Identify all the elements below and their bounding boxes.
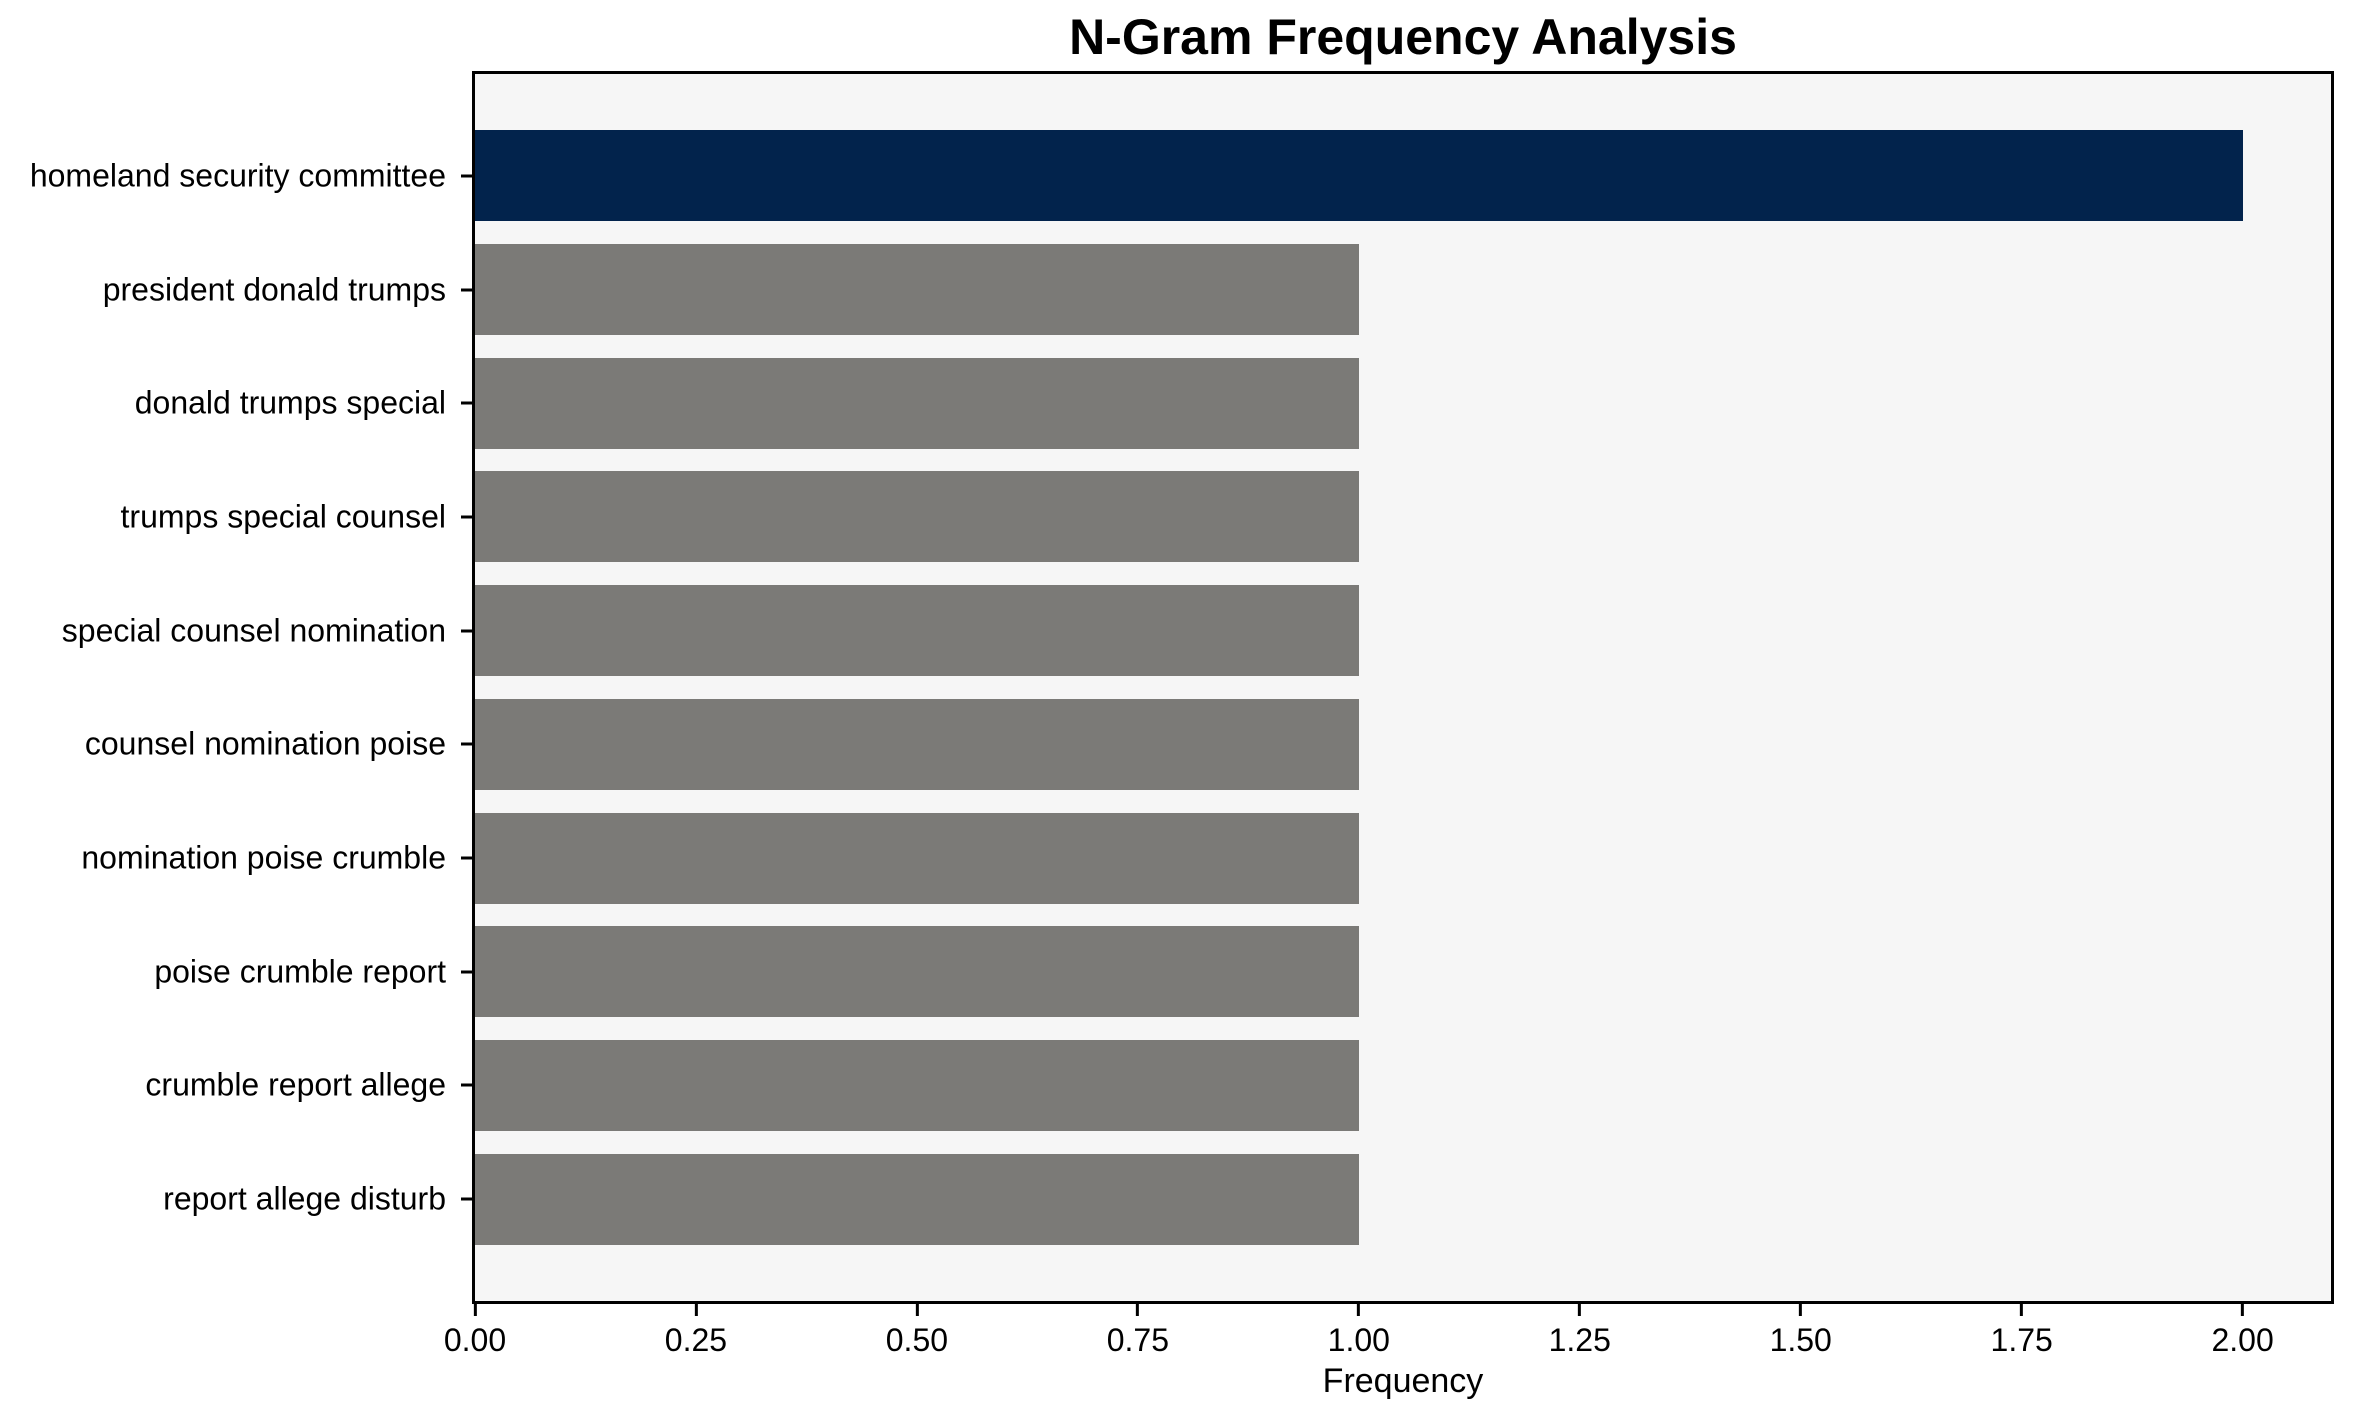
y-tick-mark <box>461 1197 472 1201</box>
y-tick-mark <box>461 970 472 974</box>
x-tick: 1.50 <box>1770 1304 1832 1359</box>
bar-nomination-poise-crumble <box>475 812 1359 904</box>
x-tick: 0.25 <box>665 1304 727 1359</box>
bar-crumble-report-allege <box>475 1039 1359 1131</box>
y-tick-label: homeland security committee <box>29 157 446 194</box>
x-tick-label: 1.00 <box>1327 1322 1390 1358</box>
bar-report-allege-disturb <box>475 1153 1359 1245</box>
y-axis: homeland security committee president don… <box>0 71 472 1304</box>
x-tick: 0.00 <box>444 1304 506 1359</box>
x-tick: 1.00 <box>1328 1304 1390 1359</box>
x-tick-mark <box>1357 1304 1361 1316</box>
x-tick: 1.75 <box>1991 1304 2053 1359</box>
x-tick-label: 0.75 <box>1106 1322 1169 1358</box>
x-tick-label: 0.50 <box>885 1322 949 1358</box>
y-tick-mark <box>461 401 472 405</box>
y-tick-mark <box>461 1083 472 1087</box>
x-tick-mark <box>694 1304 698 1316</box>
y-tick-label: president donald trumps <box>102 271 446 308</box>
x-tick: 2.00 <box>2211 1304 2274 1359</box>
x-tick: 0.50 <box>886 1304 948 1359</box>
x-tick-mark <box>2241 1304 2245 1316</box>
y-tick-label: nomination poise crumble <box>81 839 446 876</box>
y-tick-mark <box>461 742 472 746</box>
y-tick-label: trumps special counsel <box>120 498 446 535</box>
x-axis: 0.00 0.25 0.50 0.75 1.00 1.25 1.50 1.75 2.00 <box>444 1304 2331 1384</box>
x-axis-title: Frequency <box>1322 1362 1484 1400</box>
x-tick-label: 0.00 <box>443 1322 507 1358</box>
y-tick-label: crumble report allege <box>145 1066 446 1103</box>
y-tick-mark <box>461 856 472 860</box>
bar-poise-crumble-report <box>475 926 1359 1018</box>
y-tick-mark <box>461 288 472 292</box>
x-tick-mark <box>1799 1304 1803 1316</box>
bar-special-counsel-nomination <box>475 585 1359 677</box>
x-tick-label: 1.25 <box>1548 1322 1611 1358</box>
x-tick-label: 1.50 <box>1769 1322 1832 1358</box>
plot-area <box>472 71 2334 1304</box>
y-tick-label: donald trumps special <box>134 384 446 421</box>
x-tick-label: 1.75 <box>1990 1322 2053 1358</box>
y-tick-label: special counsel nomination <box>61 612 446 649</box>
y-tick-mark <box>461 629 472 633</box>
bar-counsel-nomination-poise <box>475 698 1359 790</box>
x-tick-label: 2.00 <box>2211 1322 2274 1358</box>
y-tick-label: counsel nomination poise <box>84 725 446 762</box>
chart-title: N-Gram Frequency Analysis <box>1069 9 1737 65</box>
bar-trumps-special-counsel <box>475 471 1359 563</box>
y-tick-mark <box>461 515 472 519</box>
x-tick-label: 0.25 <box>664 1322 728 1358</box>
x-tick-mark <box>473 1304 477 1316</box>
bar-homeland-security-committee <box>475 130 2243 222</box>
y-tick-mark <box>461 174 472 178</box>
bar-president-donald-trumps <box>475 244 1359 336</box>
x-tick-mark <box>1578 1304 1582 1316</box>
x-tick: 1.25 <box>1549 1304 1611 1359</box>
bar-donald-trumps-special <box>475 357 1359 449</box>
x-tick-mark <box>915 1304 919 1316</box>
x-tick: 0.75 <box>1107 1304 1169 1359</box>
x-tick-mark <box>1136 1304 1140 1316</box>
y-tick-label: poise crumble report <box>154 953 446 990</box>
y-tick-label: report allege disturb <box>163 1180 446 1217</box>
x-tick-mark <box>2020 1304 2024 1316</box>
bars-layer <box>475 74 2331 1301</box>
